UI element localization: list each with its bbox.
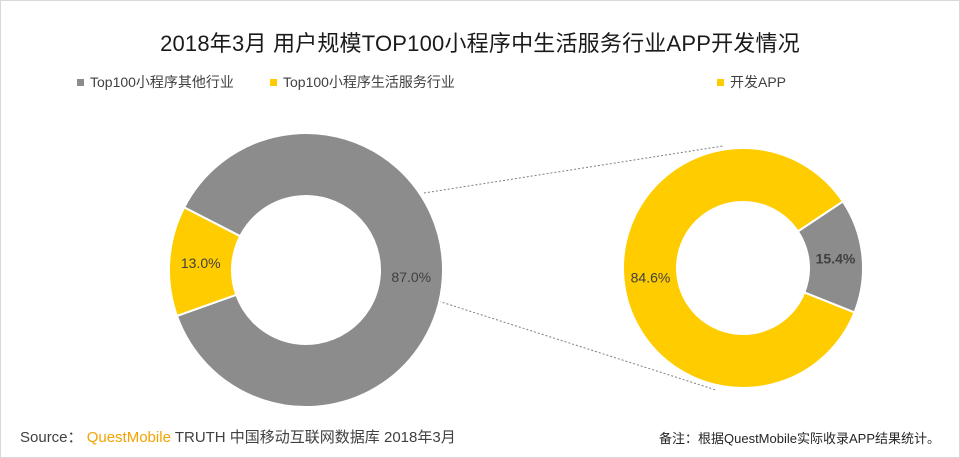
legend-swatch-yellow	[717, 78, 724, 86]
chart-title: 2018年3月 用户规模TOP100小程序中生活服务行业APP开发情况	[160, 31, 800, 56]
legend-label: Top100小程序其他行业	[90, 74, 234, 90]
slice-value-label: 13.0%	[181, 255, 221, 271]
slice-value-label: 15.4%	[816, 250, 856, 266]
legend-swatch-gray	[77, 78, 84, 86]
donut-slice	[175, 132, 444, 408]
slice-value-label: 87.0%	[391, 269, 431, 285]
legend: Top100小程序其他行业 Top100小程序生活服务行业 开发APP	[0, 72, 960, 92]
slice-value-label: 84.6%	[631, 270, 671, 286]
legend-item-life-services: Top100小程序生活服务行业	[270, 72, 455, 92]
source-brand: QuestMobile	[86, 429, 171, 446]
donut-slice	[622, 147, 856, 389]
legend-label: Top100小程序生活服务行业	[283, 74, 455, 90]
footnote: 备注：根据QuestMobile实际收录APP结果统计。	[659, 431, 940, 446]
donut-chart-app-development: 15.4% 84.6%	[622, 147, 864, 389]
source-note: Source： QuestMobile TRUTH 中国移动互联网数据库 201…	[20, 426, 456, 447]
connector-line-bottom	[434, 299, 717, 391]
connector-line-top	[423, 145, 724, 194]
legend-item-other-industries: Top100小程序其他行业	[77, 72, 234, 92]
legend-label: 开发APP	[730, 74, 787, 90]
source-prefix: Source：	[20, 429, 87, 446]
source-rest: TRUTH 中国移动互联网数据库 2018年3月	[170, 429, 456, 446]
legend-item-develop-app: 开发APP	[717, 72, 786, 92]
donut-chart-industry-share: 87.0% 13.0%	[168, 132, 444, 408]
donut-slice	[168, 206, 242, 318]
legend-swatch-yellow	[270, 78, 277, 86]
